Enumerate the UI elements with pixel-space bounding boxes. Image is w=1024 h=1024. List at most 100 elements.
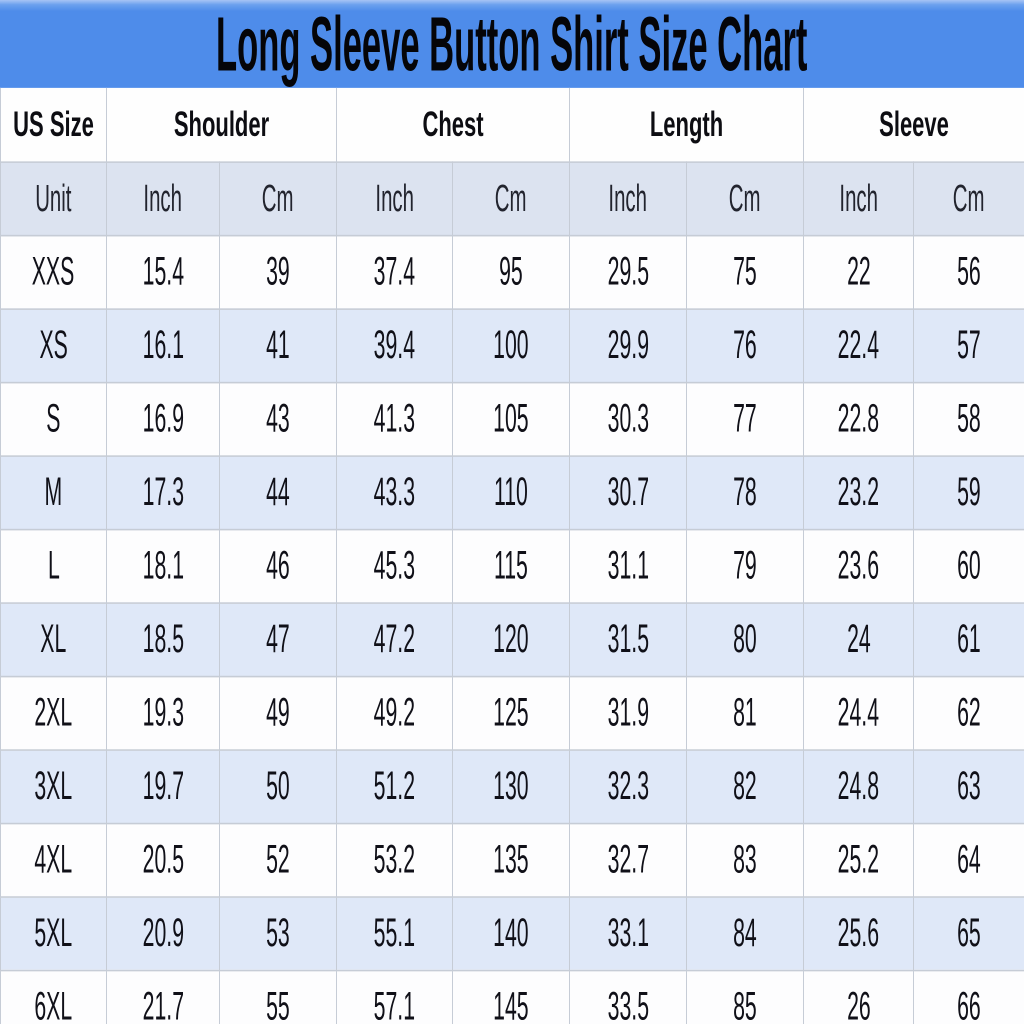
column-group-length: Length [568, 87, 805, 163]
value-cell: 16.9 [106, 381, 220, 457]
size-label-cell: S [0, 381, 107, 457]
value-text: 20.5 [142, 837, 184, 882]
value-text: 115 [494, 543, 528, 588]
value-cell: 49 [219, 675, 337, 751]
value-cell: 105 [452, 381, 570, 457]
value-cell: 22 [803, 234, 915, 310]
value-cell: 77 [685, 381, 805, 457]
value-cell: 32.7 [569, 822, 687, 898]
value-cell: 15.4 [106, 234, 220, 310]
value-text: 145 [493, 984, 529, 1024]
unit-cell: Inch [336, 161, 453, 237]
value-cell: 65 [913, 896, 1024, 972]
value-text: 19.3 [142, 690, 184, 735]
unit-cell: Cm [452, 161, 570, 237]
value-text: 82 [733, 763, 757, 809]
value-cell: 135 [452, 822, 570, 898]
value-cell: 84 [685, 896, 805, 972]
value-text: 19.7 [142, 763, 184, 809]
value-cell: 49.2 [336, 675, 453, 751]
value-text: 21.7 [142, 984, 184, 1024]
value-text: 24.4 [837, 690, 880, 735]
value-cell: 30.3 [569, 381, 687, 457]
size-label-cell: XS [0, 308, 107, 384]
value-text: 41.3 [373, 396, 416, 441]
value-text: 37.4 [373, 249, 416, 294]
value-text: 22.8 [837, 396, 880, 441]
size-label-cell: 3XL [0, 749, 107, 825]
value-text: 64 [957, 837, 981, 882]
size-label-text: 4XL [34, 837, 73, 882]
value-cell: 55.1 [336, 896, 453, 972]
value-text: 53.2 [373, 837, 416, 882]
value-cell: 63 [913, 749, 1024, 825]
value-cell: 46 [219, 528, 337, 604]
value-cell: 145 [452, 969, 570, 1024]
value-text: 49.2 [373, 690, 416, 735]
value-cell: 57.1 [336, 969, 453, 1024]
value-text: 56 [957, 249, 981, 294]
value-cell: 19.7 [106, 749, 220, 825]
table-header: US Size Shoulder Chest Length Sleeve [0, 87, 1024, 163]
unit-cell-text: Cm [953, 176, 985, 220]
value-cell: 24 [803, 602, 915, 678]
table-row-l: L 18.1 46 45.3 115 31.1 79 23.6 60 [0, 528, 1024, 604]
value-cell: 58 [913, 381, 1024, 457]
unit-cell-text: Cm [262, 176, 294, 220]
size-label-cell: L [0, 528, 107, 604]
value-text: 24.8 [837, 763, 880, 809]
value-text: 32.3 [607, 763, 649, 809]
size-label-text: XXS [32, 249, 75, 294]
value-text: 44 [266, 469, 290, 515]
value-text: 39 [266, 249, 290, 294]
value-text: 53 [266, 910, 290, 956]
value-text: 110 [494, 469, 528, 515]
value-cell: 37.4 [336, 234, 453, 310]
value-text: 46 [266, 543, 290, 588]
value-cell: 29.5 [569, 234, 687, 310]
value-text: 77 [733, 396, 757, 441]
value-text: 39.4 [373, 322, 416, 368]
value-cell: 52 [219, 822, 337, 898]
value-cell: 26 [803, 969, 915, 1024]
value-cell: 33.1 [569, 896, 687, 972]
unit-cell-text: Unit [35, 176, 72, 220]
value-text: 15.4 [142, 249, 184, 294]
value-text: 81 [733, 690, 757, 735]
value-cell: 19.3 [106, 675, 220, 751]
column-group-chest: Chest [336, 87, 570, 163]
unit-cell: Cm [913, 161, 1024, 237]
value-text: 65 [957, 910, 981, 956]
value-cell: 56 [913, 234, 1024, 310]
value-text: 57 [957, 322, 981, 368]
value-text: 45.3 [373, 543, 416, 588]
value-text: 23.6 [837, 543, 880, 588]
value-cell: 30.7 [569, 455, 687, 531]
value-cell: 39.4 [336, 308, 453, 384]
value-text: 29.5 [607, 249, 649, 294]
value-cell: 140 [452, 896, 570, 972]
value-cell: 45.3 [336, 528, 453, 604]
size-label-text: 5XL [34, 910, 73, 956]
unit-cell-text: Inch [608, 176, 648, 220]
size-label-cell: XXS [0, 234, 107, 310]
size-label-text: 2XL [34, 690, 73, 735]
value-cell: 125 [452, 675, 570, 751]
size-label-text: S [46, 396, 61, 441]
size-label-text: XL [40, 616, 67, 662]
unit-cell: Inch [106, 161, 220, 237]
unit-cell-text: Inch [839, 176, 878, 220]
value-text: 61 [957, 616, 981, 662]
value-cell: 31.5 [569, 602, 687, 678]
value-text: 43 [266, 396, 290, 441]
value-cell: 33.5 [569, 969, 687, 1024]
value-text: 24 [846, 616, 871, 662]
table-row-4xl: 4XL 20.5 52 53.2 135 32.7 83 25.2 64 [0, 822, 1024, 898]
value-cell: 25.6 [803, 896, 915, 972]
value-text: 84 [733, 910, 757, 956]
unit-cell: Inch [803, 161, 915, 237]
value-text: 100 [493, 322, 529, 368]
value-text: 78 [733, 469, 757, 515]
value-cell: 25.2 [803, 822, 915, 898]
table-row-5xl: 5XL 20.9 53 55.1 140 33.1 84 25.6 65 [0, 896, 1024, 972]
